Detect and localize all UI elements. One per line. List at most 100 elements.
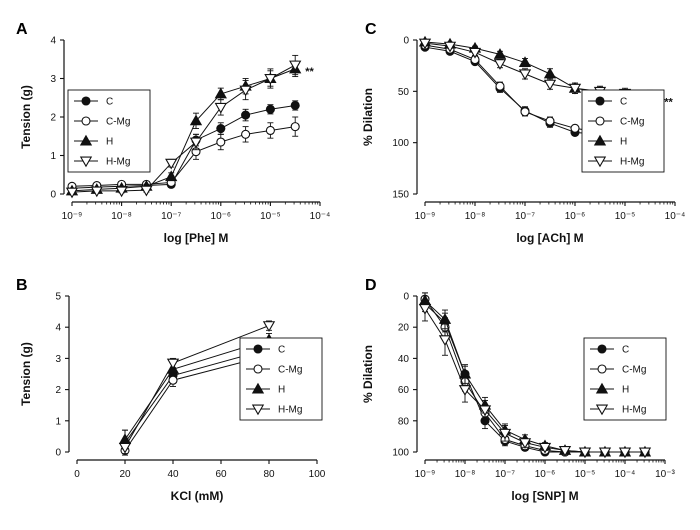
data-point [265, 104, 275, 114]
data-point [216, 137, 226, 147]
data-point [570, 123, 580, 133]
x-tick-label: 10⁻⁵ [260, 211, 281, 222]
data-point [498, 428, 512, 440]
y-tick-label: 3 [55, 354, 61, 365]
legend-item-h: H [590, 382, 629, 396]
legend-item-c-mg: C-Mg [590, 364, 646, 376]
legend-item-h: H [588, 134, 627, 148]
data-point [216, 124, 226, 134]
data-point [166, 358, 180, 370]
y-tick-label: 40 [398, 354, 410, 365]
x-tick-label: 10⁻⁶ [565, 211, 586, 222]
legend-label: H-Mg [622, 405, 646, 416]
legend-marker [595, 404, 609, 416]
legend-label: C-Mg [106, 117, 130, 128]
legend-marker [79, 156, 93, 168]
legend-label: H-Mg [620, 157, 644, 168]
y-tick-label: 100 [392, 448, 409, 459]
legend-marker [81, 116, 91, 126]
legend-item-c: C [246, 344, 285, 356]
legend-item-c-mg: C-Mg [74, 116, 130, 128]
legend-marker [253, 364, 263, 374]
data-point [443, 41, 457, 53]
legend-item-h-mg: H-Mg [590, 405, 646, 416]
panel-c: C 0 50 100 150 10⁻⁹ 10⁻⁸ 10⁻⁷ 10⁻⁶ 10⁻⁵ 10⁻⁴ log [A… [361, 21, 685, 245]
panel-label: D [365, 277, 377, 294]
x-tick-label: 100 [309, 469, 326, 480]
data-point [264, 74, 277, 85]
y-axis-label: % Dilation [361, 88, 375, 146]
legend-label: C-Mg [278, 365, 302, 376]
data-point [618, 447, 632, 459]
x-tick-label: 20 [119, 469, 131, 480]
data-point [518, 438, 532, 449]
data-point [214, 102, 227, 114]
x-tick-label: 10⁻⁷ [515, 211, 535, 222]
data-point [290, 100, 300, 110]
legend: C C-Mg H H-Mg [581, 89, 665, 173]
legend-marker [597, 344, 607, 354]
legend-label: C-Mg [620, 117, 644, 128]
data-point [165, 158, 178, 170]
data-point [438, 335, 452, 346]
series-h-mg [418, 295, 652, 459]
x-tick-label: 10⁻⁶ [211, 211, 232, 222]
data-point [118, 442, 132, 454]
x-axis-label: log [Phe] M [164, 231, 229, 245]
legend-marker [595, 116, 605, 126]
data-point [90, 186, 103, 198]
y-tick-label: 50 [398, 87, 410, 98]
x-axis-label: log [ACh] M [516, 231, 583, 245]
panel-label: C [365, 21, 377, 38]
data-point [468, 47, 482, 59]
legend-label: C [106, 97, 113, 108]
y-tick-label: 0 [403, 36, 409, 47]
legend-item-c-mg: C-Mg [246, 364, 302, 376]
data-point [262, 321, 276, 332]
series-h-mg [118, 320, 276, 455]
y-tick-label: 20 [398, 323, 410, 334]
legend-item-h-mg: H-Mg [588, 157, 644, 168]
legend-marker [81, 96, 91, 106]
data-point [478, 405, 492, 417]
data-point [241, 110, 251, 120]
legend-item-c-mg: C-Mg [588, 116, 644, 128]
y-tick-label: 60 [398, 385, 410, 396]
data-point [538, 442, 552, 454]
data-point [520, 107, 530, 117]
x-tick-label: 10⁻⁷ [161, 211, 181, 222]
x-tick-label: 10⁻⁸ [455, 469, 476, 480]
legend-label: C-Mg [622, 365, 646, 376]
data-point [265, 125, 275, 136]
y-tick-label: 150 [392, 190, 409, 201]
legend-marker [251, 382, 265, 394]
x-tick-label: 10⁻⁵ [575, 469, 596, 480]
legend-label: H [620, 137, 627, 148]
y-tick-label: 1 [55, 416, 61, 427]
y-tick-label: 0 [403, 292, 409, 303]
legend-label: H-Mg [106, 157, 130, 168]
y-tick-label: 4 [55, 323, 61, 334]
data-point [418, 304, 432, 315]
legend-item-h: H [74, 134, 113, 148]
legend-label: H [622, 385, 629, 396]
series-line [424, 42, 651, 96]
data-point [598, 447, 612, 459]
data-point [493, 59, 507, 70]
data-point [214, 87, 227, 99]
x-tick-label: 10⁻⁴ [665, 211, 686, 222]
legend-label: H [106, 137, 113, 148]
x-tick-label: 10⁻⁹ [415, 469, 436, 480]
data-point [458, 385, 472, 396]
panel-d: D 0 20 40 60 80 100 10⁻⁹ 10⁻⁸ 10⁻⁷ 10⁻⁶ 10⁻⁵ 10⁻⁴ 10⁻… [361, 277, 676, 503]
legend-marker [595, 96, 605, 106]
y-tick-label: 3 [50, 74, 56, 85]
series-line [71, 104, 296, 189]
x-axis-label: log [SNP] M [511, 489, 578, 503]
x-axis-label: KCl (mM) [171, 489, 224, 503]
panel-a: A 0 1 2 3 4 10⁻⁹ 10⁻⁸ 10⁻⁷ 10⁻⁶ 10⁻⁵ 10⁻⁴ log [Phe] … [16, 21, 330, 245]
legend-item-c: C [588, 96, 627, 108]
data-point [518, 56, 532, 68]
panel-b: B 0 1 2 3 4 5 0 20 40 60 80 100 KCl (mM) Tension (g) CC… [16, 277, 326, 503]
